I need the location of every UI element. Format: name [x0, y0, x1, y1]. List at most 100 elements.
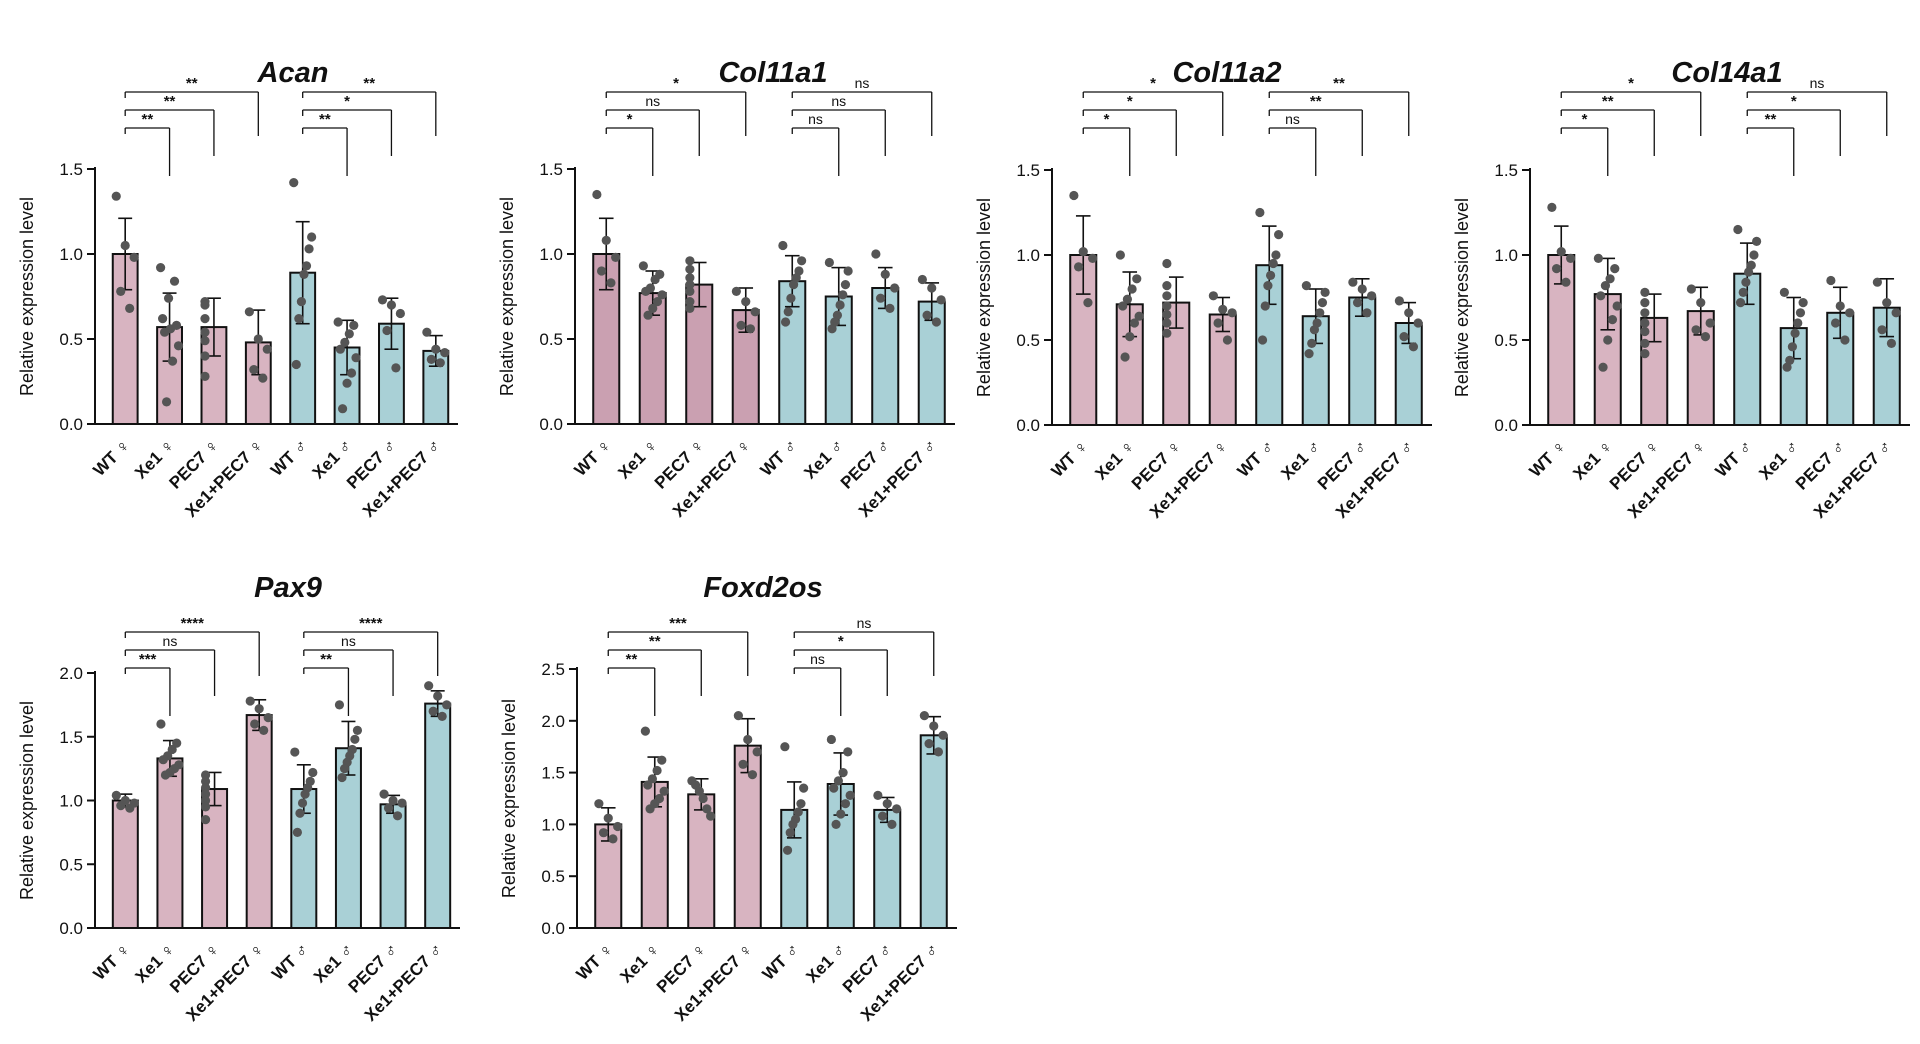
data-point — [877, 811, 888, 821]
data-point — [304, 244, 314, 254]
data-point — [786, 293, 796, 303]
data-point — [291, 359, 301, 370]
significance-label: ** — [320, 651, 332, 668]
data-point — [826, 734, 836, 745]
x-tick-label: WT ♂ — [1234, 436, 1278, 480]
data-point — [1793, 318, 1803, 328]
data-point — [250, 719, 260, 729]
y-axis-title: Relative expression level — [17, 197, 37, 396]
data-point — [1073, 262, 1084, 272]
data-point — [167, 356, 178, 366]
data-point — [640, 726, 650, 736]
significance-label: ** — [1310, 93, 1322, 110]
data-point — [158, 755, 168, 765]
significance-label: ** — [1765, 111, 1777, 128]
data-point — [129, 252, 139, 262]
data-point — [799, 783, 809, 793]
data-point — [263, 713, 273, 723]
significance-label: ns — [1285, 111, 1300, 127]
data-point — [685, 286, 695, 296]
data-point — [337, 404, 348, 414]
y-tick-label: 1.5 — [539, 160, 563, 179]
data-point — [685, 256, 695, 266]
bar — [1208, 313, 1237, 426]
significance-label: *** — [139, 651, 157, 668]
significance-label: **** — [181, 615, 205, 632]
data-point — [1640, 287, 1650, 297]
y-axis-title: Relative expression level — [974, 198, 994, 397]
data-point — [125, 803, 135, 813]
data-point — [793, 807, 803, 817]
data-point — [747, 770, 758, 780]
data-point — [1309, 325, 1320, 335]
data-point — [892, 804, 902, 814]
y-tick-label: 0.5 — [539, 330, 563, 349]
y-tick-label: 1.5 — [59, 728, 83, 747]
data-point — [1162, 301, 1172, 311]
x-tick-label: Xe1+PEC7 ♂ — [359, 435, 445, 521]
panel-3: Col14a1 Relative expression level 0.0 0.5 1.… — [1452, 57, 1910, 522]
data-point — [1798, 298, 1808, 308]
data-point — [111, 790, 121, 801]
significance-label: ns — [163, 633, 178, 649]
data-point — [301, 261, 312, 271]
data-point — [1352, 298, 1363, 308]
significance-label: ** — [1333, 75, 1345, 92]
data-point — [1640, 318, 1650, 328]
data-point — [1083, 298, 1093, 308]
panel-4: Pax9 Relative expression level 0.0 0.5 1.0 1.… — [17, 572, 460, 1025]
significance-label: ** — [142, 111, 154, 128]
data-point — [1227, 308, 1237, 318]
data-point — [873, 790, 883, 800]
data-point — [1705, 318, 1715, 328]
data-point — [173, 341, 184, 351]
data-point — [606, 278, 616, 288]
panel-title: Pax9 — [254, 572, 322, 604]
data-point — [200, 314, 210, 324]
data-point — [645, 804, 655, 814]
data-point — [1122, 294, 1133, 304]
data-point — [938, 730, 948, 740]
data-point — [249, 365, 259, 375]
data-point — [382, 325, 392, 336]
y-axis-title: Relative expression level — [499, 699, 519, 898]
data-point — [882, 799, 892, 809]
data-point — [391, 363, 401, 373]
data-point — [657, 290, 667, 300]
data-point — [1696, 298, 1706, 308]
data-point — [1115, 250, 1125, 260]
data-point — [885, 303, 895, 313]
y-tick-label: 2.5 — [541, 660, 565, 679]
data-point — [1735, 298, 1746, 308]
data-point — [643, 780, 653, 790]
data-point — [922, 310, 932, 320]
significance-label: * — [1150, 75, 1156, 92]
data-point — [200, 815, 211, 825]
y-axis-title: Relative expression level — [497, 197, 517, 396]
data-point — [1593, 253, 1603, 263]
data-point — [824, 257, 834, 268]
data-point — [880, 269, 890, 279]
data-point — [1886, 338, 1897, 348]
data-point — [428, 706, 438, 716]
y-tick-label: 0.0 — [539, 415, 563, 434]
data-point — [1129, 318, 1140, 328]
data-point — [258, 373, 268, 383]
data-point — [156, 263, 166, 273]
data-point — [1790, 328, 1800, 338]
x-tick-label: WT ♂ — [267, 435, 311, 479]
data-point — [244, 307, 254, 317]
data-point — [1752, 236, 1762, 246]
panel-title: Col11a2 — [1172, 57, 1281, 89]
data-point — [1872, 277, 1882, 287]
y-tick-label: 1.0 — [1016, 246, 1040, 265]
data-point — [1162, 309, 1172, 320]
data-point — [1605, 274, 1615, 284]
data-point — [1162, 291, 1172, 301]
bar — [919, 734, 948, 930]
data-point — [1362, 308, 1372, 318]
data-point — [1315, 308, 1325, 318]
data-point — [161, 397, 172, 407]
significance-label: * — [673, 75, 679, 92]
bar — [873, 808, 902, 929]
